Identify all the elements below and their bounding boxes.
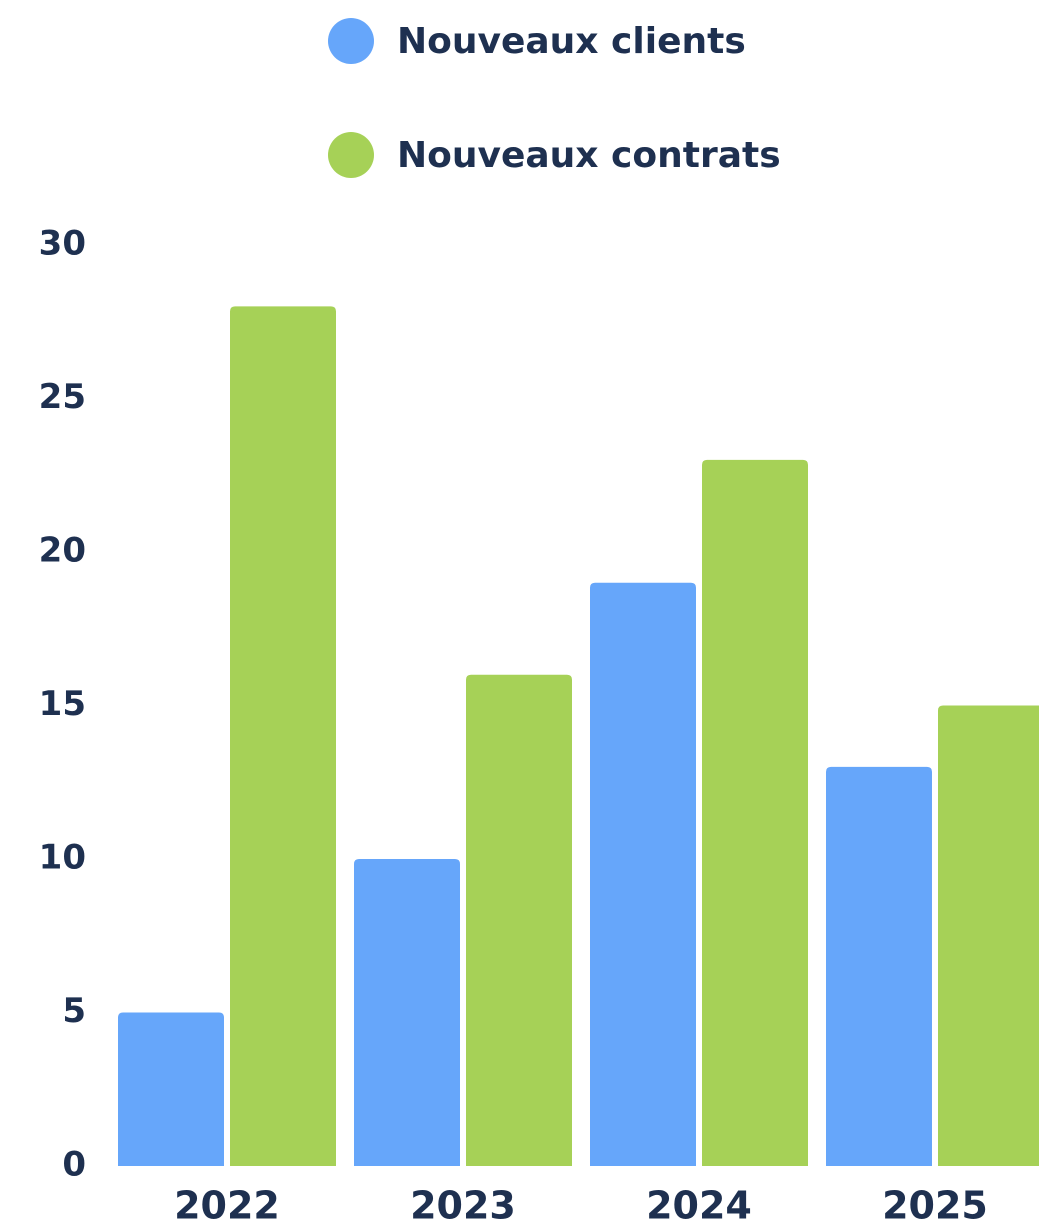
x-tick-label: 2025 xyxy=(882,1184,988,1228)
bar xyxy=(938,705,1039,1166)
bar xyxy=(702,459,808,1166)
y-tick-label: 0 xyxy=(62,1145,86,1185)
y-tick-label: 25 xyxy=(39,377,86,417)
x-tick-label: 2022 xyxy=(174,1184,280,1228)
bar xyxy=(354,859,460,1166)
bar xyxy=(826,766,932,1166)
y-tick-label: 10 xyxy=(39,838,86,878)
y-tick-label: 30 xyxy=(39,224,86,264)
y-tick-label: 15 xyxy=(39,684,86,724)
bar xyxy=(230,306,336,1166)
y-tick-label: 5 xyxy=(62,991,86,1031)
bar xyxy=(590,582,696,1166)
x-tick-label: 2024 xyxy=(646,1184,752,1228)
legend-swatch xyxy=(328,18,374,64)
y-tick-label: 20 xyxy=(39,531,86,571)
legend-swatch xyxy=(328,132,374,178)
bar xyxy=(466,674,572,1166)
legend-label: Nouveaux contrats xyxy=(397,135,781,176)
x-tick-label: 2023 xyxy=(410,1184,516,1228)
bar xyxy=(118,1012,224,1166)
legend-label: Nouveaux clients xyxy=(397,21,746,62)
